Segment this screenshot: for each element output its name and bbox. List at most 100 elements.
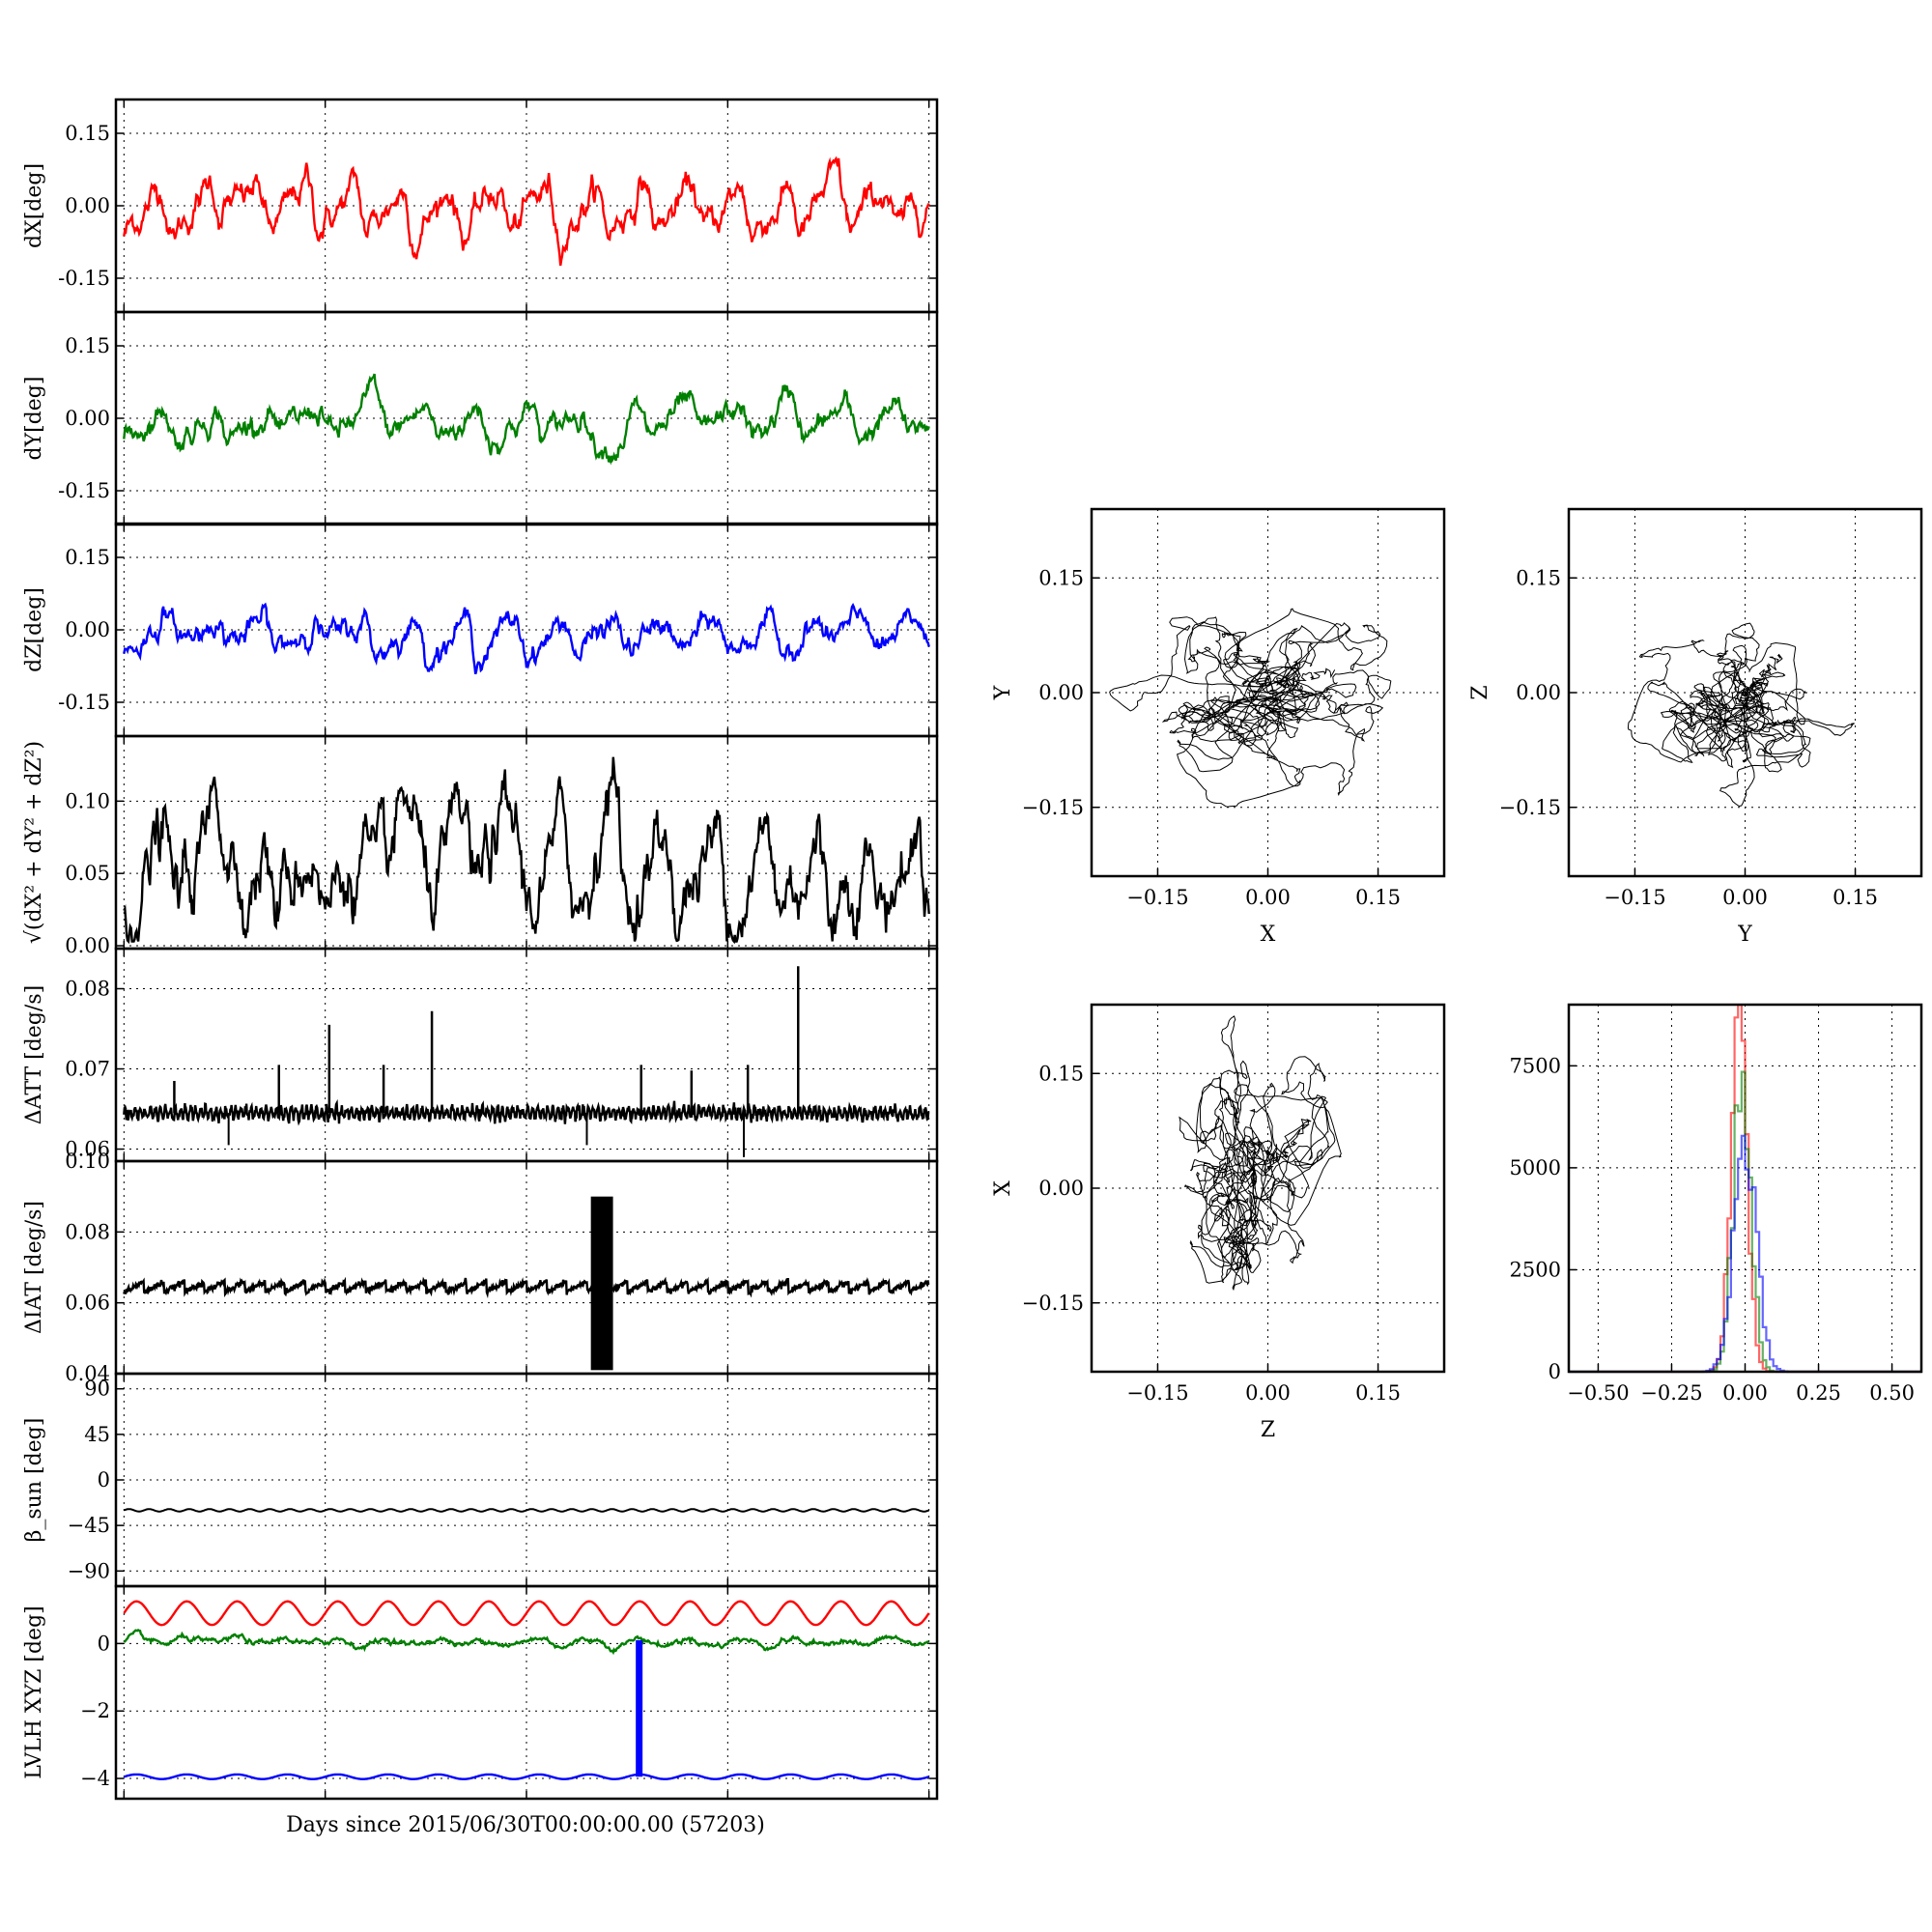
y-tick-label: 0.15 bbox=[65, 122, 110, 145]
y-tick-label: −0.15 bbox=[1022, 1292, 1084, 1315]
panel-scatter-XY: −0.15 0.00 0.15 0.15 0.00 −0.15 X Y bbox=[991, 507, 1446, 947]
y-tick-label: 0.10 bbox=[65, 1150, 110, 1173]
y-tick-label: 0.00 bbox=[65, 194, 110, 217]
x-tick-label: 0.25 bbox=[1796, 1381, 1841, 1405]
x-tick-label: 0.15 bbox=[1833, 886, 1878, 909]
x-tick-label: −0.15 bbox=[1126, 1381, 1188, 1405]
y-axis-label: ΔIAT [deg/s] bbox=[22, 1201, 46, 1334]
x-tick-label: 0.15 bbox=[1355, 1381, 1401, 1405]
y-axis-label: Y bbox=[991, 685, 1015, 700]
y-tick-label: −2 bbox=[80, 1699, 110, 1722]
y-tick-label: 0.00 bbox=[65, 618, 110, 641]
y-tick-label: 0 bbox=[98, 1632, 110, 1655]
y-tick-label: 0.06 bbox=[65, 1138, 110, 1161]
series-line-blue bbox=[123, 1773, 930, 1780]
panel-dIAT: 0.10 0.08 0.06 0.04 ΔIAT [deg/s] bbox=[22, 1150, 939, 1385]
x-tick-label: 0.50 bbox=[1869, 1381, 1915, 1405]
x-tick-label: 0.00 bbox=[1722, 1381, 1768, 1405]
y-axis-label: √(dX² + dY² + dZ²) bbox=[22, 741, 46, 944]
y-tick-label: 2500 bbox=[1510, 1258, 1561, 1281]
y-tick-label: −90 bbox=[68, 1559, 110, 1582]
y-tick-label: -0.15 bbox=[58, 267, 110, 290]
series-line-black bbox=[123, 756, 930, 945]
time-axis-label: Days since 2015/06/30T00:00:00.00 (57203… bbox=[286, 1813, 765, 1837]
x-tick-label: 0.00 bbox=[1245, 1381, 1291, 1405]
panel-dATT-frame bbox=[114, 947, 939, 1163]
y-tick-label: 90 bbox=[84, 1378, 110, 1401]
x-tick-label: −0.50 bbox=[1567, 1381, 1629, 1405]
y-tick-label: 0.07 bbox=[65, 1058, 110, 1081]
x-tick-label: −0.15 bbox=[1604, 886, 1665, 909]
panel-lvlh-frame bbox=[114, 1584, 939, 1801]
series-line-black bbox=[124, 1508, 930, 1513]
y-tick-label: 0.00 bbox=[1516, 681, 1561, 704]
scatter-trajectory bbox=[1627, 622, 1855, 808]
y-tick-label: 0.15 bbox=[65, 546, 110, 569]
panel-scatter-XY-frame bbox=[1090, 507, 1446, 878]
y-tick-label: 0.00 bbox=[1038, 1177, 1084, 1200]
y-tick-label: 5000 bbox=[1510, 1156, 1561, 1179]
series-line-red bbox=[123, 1600, 930, 1627]
x-tick-label: 0.00 bbox=[1722, 886, 1768, 909]
panel-histogram-frame bbox=[1567, 1003, 1923, 1374]
panels-layer: 0.15 0.00 -0.15 dX[deg] 0.15 0.00 -0.15 dY[deg]… bbox=[22, 98, 1923, 1801]
y-axis-label: Z bbox=[1468, 685, 1492, 699]
y-tick-label: 0 bbox=[98, 1468, 110, 1492]
y-tick-label: 0.06 bbox=[65, 1292, 110, 1315]
panel-scatter-ZX: −0.15 0.00 0.15 0.15 0.00 −0.15 Z X bbox=[991, 1003, 1446, 1442]
y-tick-label: -0.15 bbox=[58, 479, 110, 502]
y-axis-label: LVLH XYZ [deg] bbox=[22, 1605, 46, 1779]
y-tick-label: 0.15 bbox=[65, 334, 110, 357]
panel-dIAT-frame bbox=[114, 1159, 939, 1376]
x-tick-label: −0.25 bbox=[1640, 1381, 1702, 1405]
y-tick-label: -0.15 bbox=[58, 691, 110, 714]
y-axis-label: dZ[deg] bbox=[22, 587, 46, 672]
y-tick-label: −4 bbox=[80, 1767, 110, 1790]
y-tick-label: 0.00 bbox=[1038, 681, 1084, 704]
burst-region bbox=[590, 1196, 613, 1371]
y-tick-label: 45 bbox=[84, 1423, 110, 1446]
y-tick-label: 0.15 bbox=[1516, 566, 1561, 589]
panel-beta: 90 45 0 −45 −90 β_sun [deg] bbox=[22, 1372, 939, 1588]
panel-scatter-YZ: −0.15 0.00 0.15 0.15 0.00 −0.15 Y Z bbox=[1468, 507, 1923, 947]
y-tick-label: −0.15 bbox=[1022, 796, 1084, 819]
x-tick-label: −0.15 bbox=[1126, 886, 1188, 909]
panel-dATT: 0.08 0.07 0.06 ΔATT [deg/s] bbox=[22, 947, 939, 1163]
scatter-trajectory bbox=[1109, 608, 1392, 808]
panel-lvlh: 0 −2 −4 LVLH XYZ [deg] bbox=[22, 1584, 939, 1801]
y-tick-label: −0.15 bbox=[1499, 796, 1561, 819]
y-tick-label: 0.00 bbox=[65, 934, 110, 957]
series-line-green bbox=[123, 1628, 930, 1656]
y-axis-label: β_sun [deg] bbox=[22, 1418, 46, 1543]
y-tick-label: 0.10 bbox=[65, 789, 110, 812]
y-tick-label: 0.08 bbox=[65, 978, 110, 1001]
y-axis-label: dY[deg] bbox=[22, 377, 46, 461]
panel-dR: 0.10 0.05 0.00 √(dX² + dY² + dZ²) bbox=[22, 734, 939, 957]
panel-scatter-YZ-frame bbox=[1567, 507, 1923, 878]
y-tick-label: 0.05 bbox=[65, 862, 110, 885]
scatter-trajectory bbox=[1179, 1015, 1342, 1292]
series-line-black bbox=[123, 1276, 930, 1299]
x-axis-label: X bbox=[1261, 923, 1276, 947]
y-axis-label: dX[deg] bbox=[22, 163, 46, 248]
panel-histogram: −0.50 −0.25 0.00 0.25 0.50 7500 5000 2500 0 bbox=[1510, 1003, 1923, 1405]
series-line-green bbox=[123, 373, 930, 466]
y-tick-label: 0.04 bbox=[65, 1362, 110, 1385]
panel-dY: 0.15 0.00 -0.15 dY[deg] bbox=[22, 310, 939, 526]
series-line-red bbox=[123, 156, 930, 267]
series-line-blue bbox=[123, 602, 930, 675]
y-tick-label: 0 bbox=[1548, 1360, 1561, 1383]
series-line-black bbox=[123, 1098, 930, 1126]
y-axis-label: ΔATT [deg/s] bbox=[22, 985, 46, 1124]
x-axis-label: Y bbox=[1737, 923, 1752, 947]
x-tick-label: 0.00 bbox=[1245, 886, 1291, 909]
y-tick-label: 0.15 bbox=[1038, 1062, 1084, 1085]
panel-dX: 0.15 0.00 -0.15 dX[deg] bbox=[22, 98, 939, 314]
x-axis-label: Z bbox=[1261, 1418, 1275, 1442]
y-tick-label: 0.15 bbox=[1038, 566, 1084, 589]
y-axis-label: X bbox=[991, 1180, 1015, 1196]
y-tick-label: 0.08 bbox=[65, 1220, 110, 1243]
y-tick-label: −45 bbox=[68, 1514, 110, 1537]
y-tick-label: 0.00 bbox=[65, 407, 110, 430]
